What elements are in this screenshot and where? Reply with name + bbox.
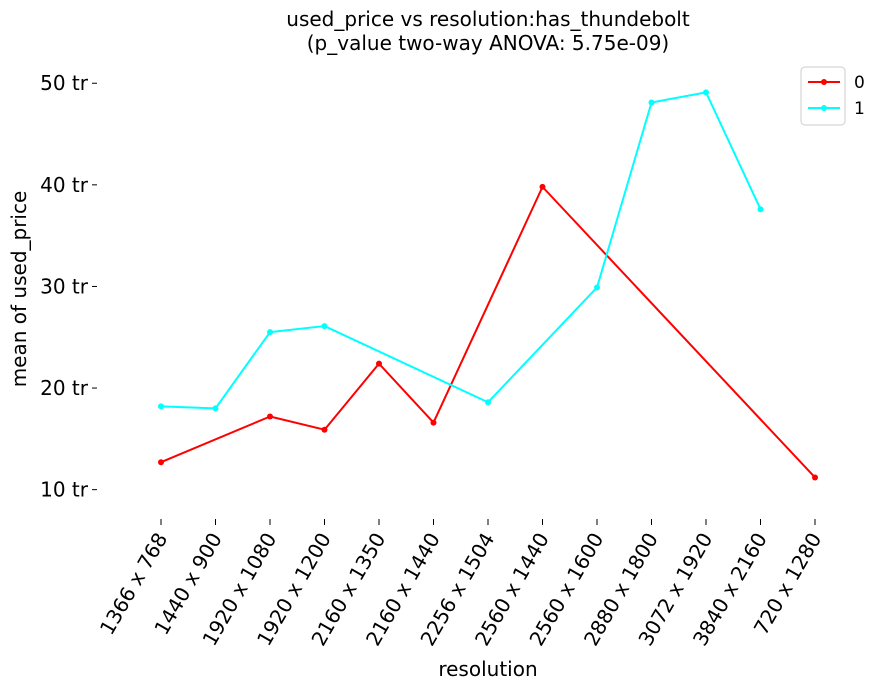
legend-label-0: 0 [854,73,865,93]
series-0-point [540,184,546,190]
series-1-point [649,100,655,106]
x-axis-label: resolution [438,657,537,681]
plot-series [158,89,818,480]
y-tick-label: 50 tr [40,71,89,95]
series-1-point [322,323,328,329]
series-1-line [161,92,761,408]
legend-frame [801,67,845,125]
y-axis-ticks: 10 tr 20 tr 30 tr 40 tr 50 tr [40,71,97,501]
series-1-point [703,89,709,95]
series-0-point [812,474,818,480]
series-1-point [758,206,764,212]
series-0-point [376,361,382,367]
y-tick-label: 10 tr [40,478,89,502]
legend-marker-0 [821,79,827,85]
y-tick-label: 30 tr [40,274,89,298]
chart-title-line2: (p_value two-way ANOVA: 5.75e-09) [307,31,669,55]
series-0-point [322,427,328,433]
series-1-point [485,399,491,405]
legend-marker-1 [821,105,827,111]
y-tick-label: 40 tr [40,173,89,197]
series-1-point [213,405,219,411]
series-0-point [158,459,164,465]
series-0-line [161,187,815,478]
series-1-point [267,329,273,335]
legend-label-1: 1 [854,99,865,119]
legend: 01 [801,67,865,125]
series-1-point [594,284,600,290]
y-tick-label: 20 tr [40,376,89,400]
chart-title-line1: used_price vs resolution:has_thundebolt [286,7,690,31]
series-0-point [431,420,437,426]
series-1-point [158,403,164,409]
series-0-point [267,413,273,419]
y-axis-label: mean of used_price [7,191,31,388]
